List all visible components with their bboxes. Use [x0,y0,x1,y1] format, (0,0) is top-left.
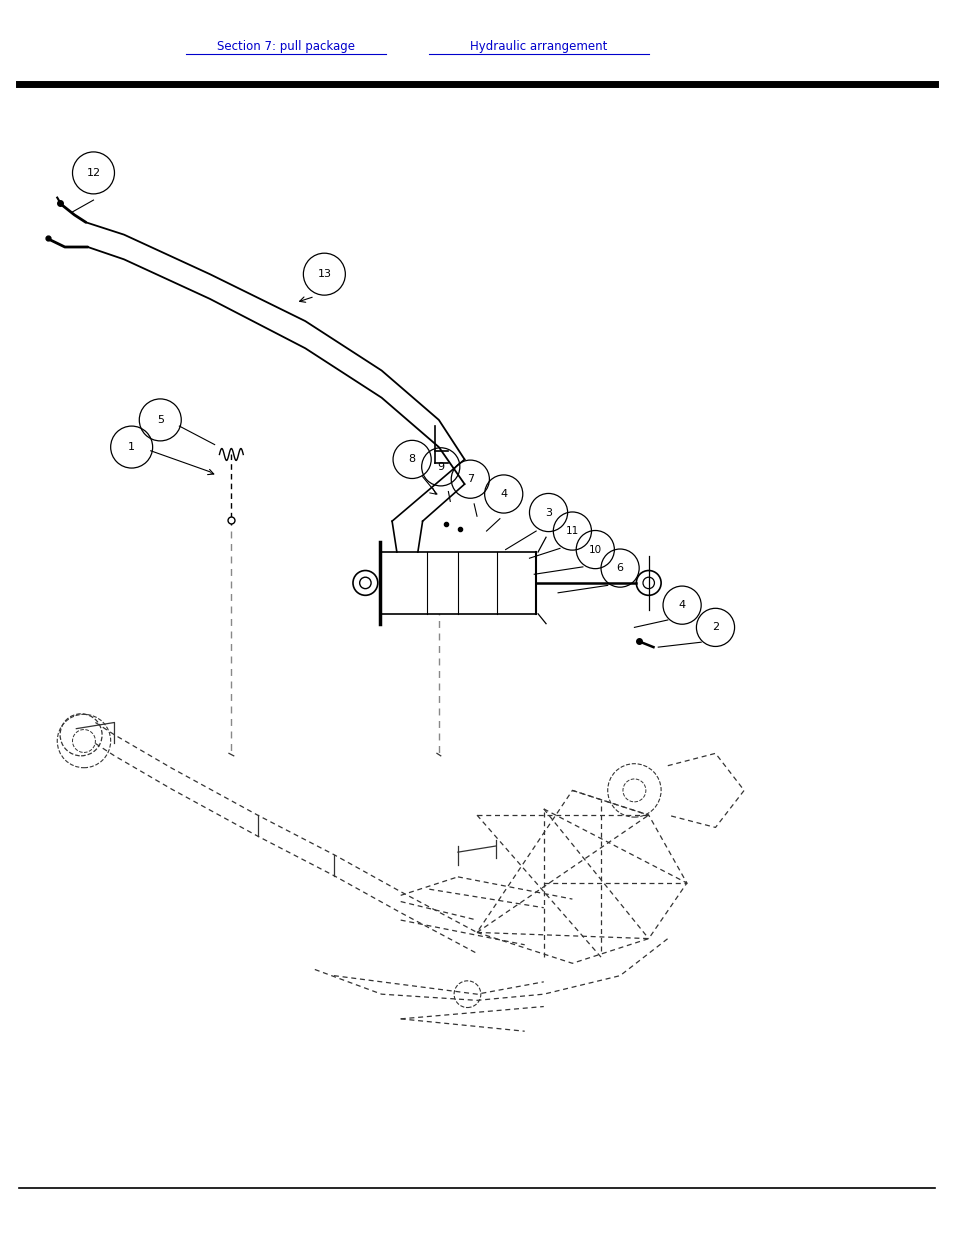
Text: 4: 4 [499,489,507,499]
Text: 6: 6 [616,563,623,573]
Text: 3: 3 [544,508,552,517]
Text: 10: 10 [588,545,601,555]
Text: 4: 4 [678,600,685,610]
Text: 11: 11 [565,526,578,536]
Text: 13: 13 [317,269,331,279]
Text: 5: 5 [156,415,164,425]
Text: 1: 1 [128,442,135,452]
Text: 2: 2 [711,622,719,632]
Text: 9: 9 [436,462,444,472]
Text: 7: 7 [466,474,474,484]
Text: 8: 8 [408,454,416,464]
Bar [379,552,536,614]
Text: Hydraulic arrangement: Hydraulic arrangement [470,41,607,53]
Text: Section 7: pull package: Section 7: pull package [217,41,355,53]
Text: 12: 12 [87,168,100,178]
